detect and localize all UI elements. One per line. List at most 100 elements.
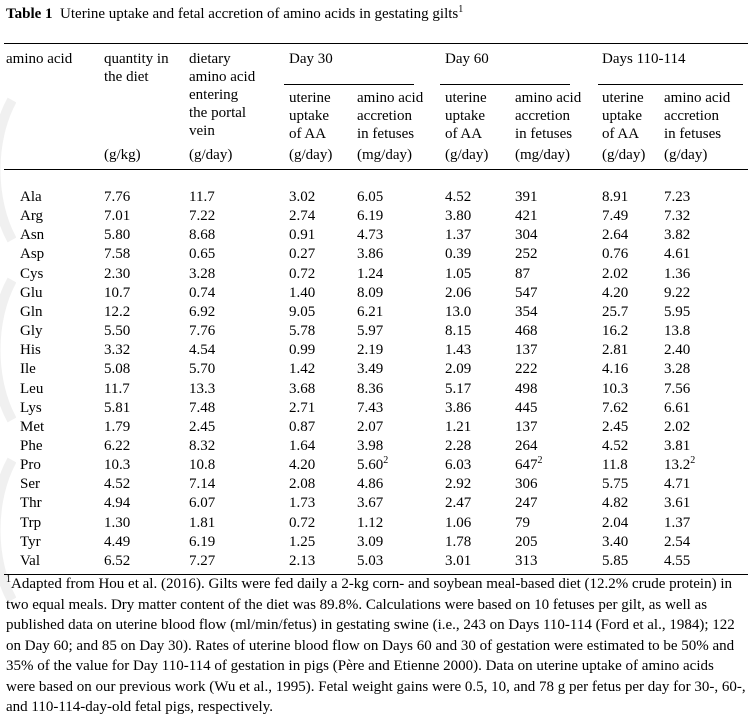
cell-value: 1.30 xyxy=(104,514,131,531)
cell-value: 1.25 xyxy=(289,533,316,550)
cell-value: 421 xyxy=(515,208,538,225)
cell-value: 3.40 xyxy=(602,533,629,550)
table-cell: 304 xyxy=(515,226,538,244)
table-cell: 547 xyxy=(515,284,538,302)
header-uterine-uptake-day60: uterine uptake of AA xyxy=(445,90,487,142)
table-cell: 13.0 xyxy=(445,303,471,321)
table-cell: 2.30 xyxy=(104,265,130,283)
table-cell: 1.25 xyxy=(289,533,315,551)
table-cell: 7.58 xyxy=(104,245,130,263)
table-cell: 3.49 xyxy=(357,360,383,378)
table-title: Table 1 Uterine uptake and fetal accreti… xyxy=(6,5,463,23)
table-cell: 10.3 xyxy=(104,456,130,474)
cell-value: 7.43 xyxy=(357,399,384,416)
table-cell: 4.82 xyxy=(602,494,628,512)
cell-value: 0.27 xyxy=(289,246,316,263)
table-cell: 264 xyxy=(515,437,538,455)
table-cell: 1.24 xyxy=(357,265,383,283)
cell-value: 1.73 xyxy=(289,495,316,512)
cell-value: 3.67 xyxy=(357,495,384,512)
table-cell: 3.67 xyxy=(357,494,383,512)
cell-value: 4.52 xyxy=(104,476,131,493)
cell-value: 247 xyxy=(515,495,538,512)
table-cell: 3.82 xyxy=(664,226,690,244)
cell-value: 5.95 xyxy=(664,303,691,320)
header-amino-acid: amino acid xyxy=(6,51,73,67)
cell-value: 5.78 xyxy=(289,323,316,340)
cell-value: 2.09 xyxy=(445,361,472,378)
row-amino-acid: Ala xyxy=(20,189,42,205)
cell-value: 4.49 xyxy=(104,533,131,550)
cell-value: 6.19 xyxy=(189,533,216,550)
cell-value: 0.72 xyxy=(289,265,316,282)
cell-value: 1.12 xyxy=(357,514,384,531)
cell-value: 2.92 xyxy=(445,476,472,493)
table-cell: 3.86 xyxy=(445,399,471,417)
cell-value: 3.28 xyxy=(664,361,691,378)
table-cell: 3.28 xyxy=(664,360,690,378)
cell-value: 11.7 xyxy=(104,380,130,397)
table-cell: 4.61 xyxy=(664,245,690,263)
table-cell: 10.3 xyxy=(602,380,628,398)
unit-cell: (mg/day) xyxy=(357,147,412,163)
table-cell: 6472 xyxy=(515,456,543,474)
group-header-day110: Days 110-114 xyxy=(602,51,686,67)
cell-value: 7.76 xyxy=(104,189,131,205)
table-cell: 3.81 xyxy=(664,437,690,455)
day110-rule xyxy=(598,84,743,85)
cell-value: 5.81 xyxy=(104,399,131,416)
table-cell: 6.05 xyxy=(357,188,383,206)
cell-value: 2.45 xyxy=(189,418,216,435)
cell-value: 3.09 xyxy=(357,533,384,550)
unit-cell: (g/day) xyxy=(189,147,233,163)
cell-value: 313 xyxy=(515,552,538,569)
cell-value: 5.97 xyxy=(357,323,384,340)
table-cell: 2.45 xyxy=(602,418,628,436)
cell-value: 3.32 xyxy=(104,342,131,359)
table-cell: 2.40 xyxy=(664,341,690,359)
table-cell: 205 xyxy=(515,533,538,551)
table-cell: 252 xyxy=(515,245,538,263)
row-amino-acid: Glu xyxy=(20,284,43,301)
cell-value: 8.36 xyxy=(357,380,384,397)
unit-cell: (g/day) xyxy=(445,147,489,163)
table-cell: 137 xyxy=(515,341,538,359)
cell-value: 304 xyxy=(515,227,538,244)
cell-value: 6.05 xyxy=(357,189,384,205)
table-cell: 3.40 xyxy=(602,533,628,551)
table-cell: 4.20 xyxy=(289,456,315,474)
cell-value: 2.81 xyxy=(602,342,629,359)
table-cell: 13.8 xyxy=(664,322,690,340)
row-amino-acid: Arg xyxy=(20,208,44,225)
table-cell: 222 xyxy=(515,360,538,378)
table-cell: 3.02 xyxy=(289,188,315,206)
table-cell: 7.22 xyxy=(189,207,215,225)
table-cell: 1.42 xyxy=(289,360,315,378)
table-cell: 498 xyxy=(515,380,538,398)
cell-value: 1.79 xyxy=(104,418,131,435)
cell-value: 137 xyxy=(515,418,538,435)
cell-value: 13.8 xyxy=(664,323,691,340)
cell-value: 10.7 xyxy=(104,284,131,301)
table-cell: 7.32 xyxy=(664,207,690,225)
cell-value: 354 xyxy=(515,303,538,320)
table-cell: 8.32 xyxy=(189,437,215,455)
header-uterine-uptake-day110: uterine uptake of AA xyxy=(602,90,644,142)
cell-value: 4.82 xyxy=(602,495,629,512)
table-cell: 4.52 xyxy=(445,188,471,206)
row-amino-acid: Val xyxy=(20,552,40,569)
cell-value: 222 xyxy=(515,361,538,378)
table-cell: 3.61 xyxy=(664,494,690,512)
cell-value: 16.2 xyxy=(602,323,629,340)
cell-value: 8.32 xyxy=(189,437,216,454)
cell-value: 4.94 xyxy=(104,495,131,512)
table-cell: 16.2 xyxy=(602,322,628,340)
table-cell: 1.43 xyxy=(445,341,471,359)
row-amino-acid: Pro xyxy=(20,457,41,474)
cell-value: 3.86 xyxy=(357,246,384,263)
table-cell: 4.52 xyxy=(104,475,130,493)
cell-value: 4.52 xyxy=(602,437,629,454)
table-cell: 5.80 xyxy=(104,226,130,244)
unit-cell: (g/day) xyxy=(602,147,646,163)
cell-value: 5.17 xyxy=(445,380,472,397)
